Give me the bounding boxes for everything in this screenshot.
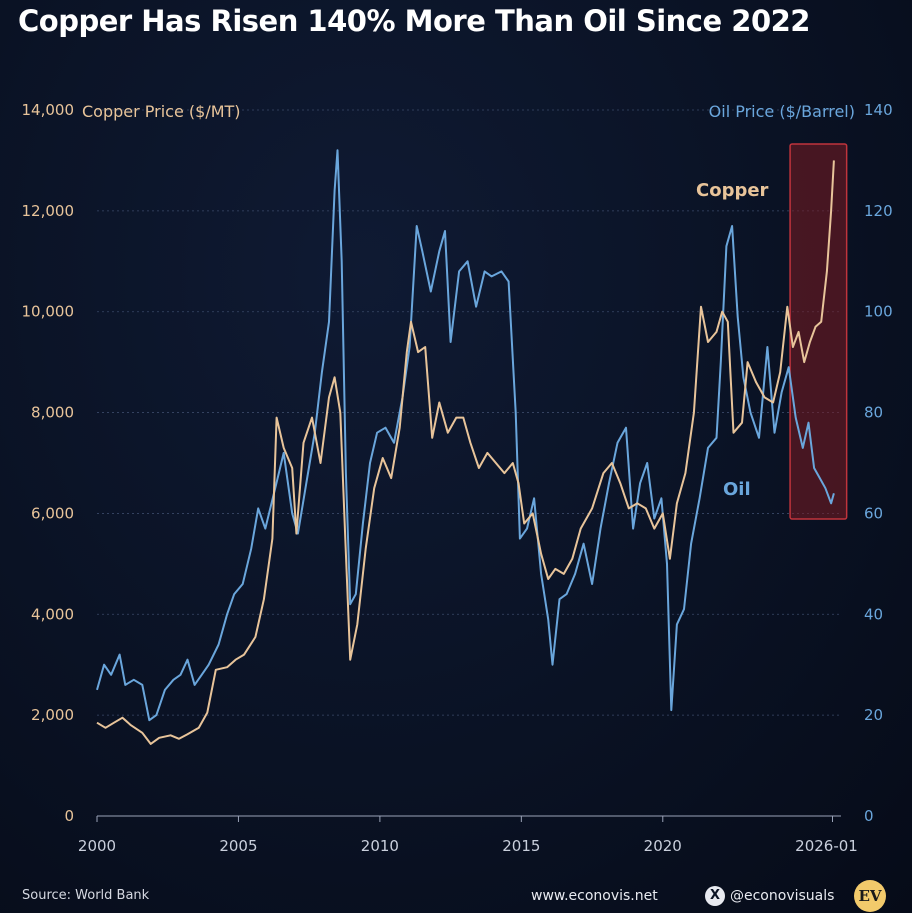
left-tick-label: 0 [64,807,74,825]
copper-series-line [96,160,835,745]
right-tick-label: 0 [864,807,874,825]
left-tick-label: 10,000 [22,303,75,321]
chart-title: Copper Has Risen 140% More Than Oil Sinc… [18,4,810,38]
brand-logo-icon: EV [854,880,886,912]
left-tick-label: 14,000 [22,101,75,119]
left-axis-ticks: 0 2,000 4,000 6,000 8,000 10,000 12,000 14,000 [22,101,75,825]
left-axis-label: Copper Price ($/MT) [82,102,241,121]
x-tick-label: 2005 [219,837,257,855]
right-tick-label: 140 [864,101,893,119]
right-axis-label: Oil Price ($/Barrel) [709,102,855,121]
x-axis-ticks: 2000 2005 2010 2015 2020 2026-01 [78,816,858,855]
x-tick-label: 2000 [78,837,116,855]
x-tick-label: 2015 [502,837,540,855]
right-tick-label: 100 [864,303,893,321]
oil-series-line [96,149,835,722]
footer: Source: World Bank www.econovis.net X @e… [0,878,912,913]
left-tick-label: 2,000 [31,706,74,724]
right-tick-label: 80 [864,404,883,422]
right-tick-label: 40 [864,605,883,623]
left-tick-label: 6,000 [31,504,74,522]
left-tick-label: 8,000 [31,404,74,422]
right-tick-label: 20 [864,706,883,724]
right-axis-ticks: 0 20 40 60 80 100 120 140 [864,101,893,825]
x-tick-label: 2020 [644,837,682,855]
website-link[interactable]: www.econovis.net [531,888,658,904]
social-handle[interactable]: @econovisuals [730,888,835,904]
source-text: Source: World Bank [22,888,150,903]
copper-series-label: Copper [696,180,769,201]
x-tick-label: 2010 [361,837,399,855]
oil-series-label: Oil [723,479,751,500]
x-logo-icon[interactable]: X [705,886,725,906]
left-tick-label: 12,000 [22,202,75,220]
left-tick-label: 4,000 [31,605,74,623]
right-tick-label: 60 [864,504,883,522]
x-tick-label: 2026-01 [795,837,858,855]
right-tick-label: 120 [864,202,893,220]
